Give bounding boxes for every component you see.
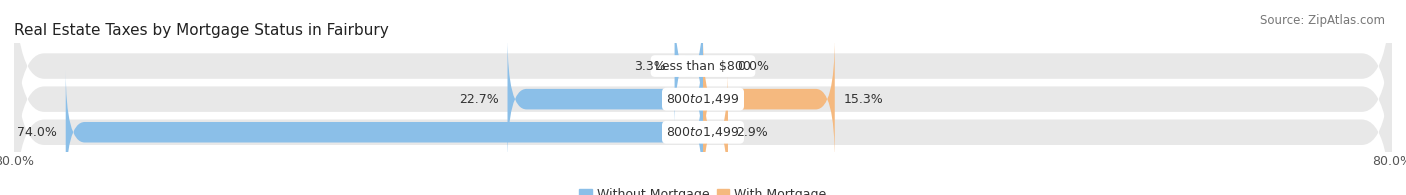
FancyBboxPatch shape [703, 37, 835, 162]
Legend: Without Mortgage, With Mortgage: Without Mortgage, With Mortgage [574, 183, 832, 195]
Text: 0.0%: 0.0% [738, 59, 769, 73]
FancyBboxPatch shape [14, 0, 1392, 195]
Text: 3.3%: 3.3% [634, 59, 666, 73]
FancyBboxPatch shape [14, 29, 1392, 195]
Text: $800 to $1,499: $800 to $1,499 [666, 92, 740, 106]
Text: Source: ZipAtlas.com: Source: ZipAtlas.com [1260, 14, 1385, 27]
FancyBboxPatch shape [675, 4, 703, 129]
Text: $800 to $1,499: $800 to $1,499 [666, 125, 740, 139]
Text: Less than $800: Less than $800 [655, 59, 751, 73]
FancyBboxPatch shape [14, 0, 1392, 169]
Text: 2.9%: 2.9% [737, 126, 768, 139]
FancyBboxPatch shape [66, 70, 703, 195]
Text: 15.3%: 15.3% [844, 93, 883, 106]
FancyBboxPatch shape [703, 70, 728, 195]
Text: 22.7%: 22.7% [460, 93, 499, 106]
FancyBboxPatch shape [508, 37, 703, 162]
Text: Real Estate Taxes by Mortgage Status in Fairbury: Real Estate Taxes by Mortgage Status in … [14, 23, 389, 38]
Text: 74.0%: 74.0% [17, 126, 58, 139]
